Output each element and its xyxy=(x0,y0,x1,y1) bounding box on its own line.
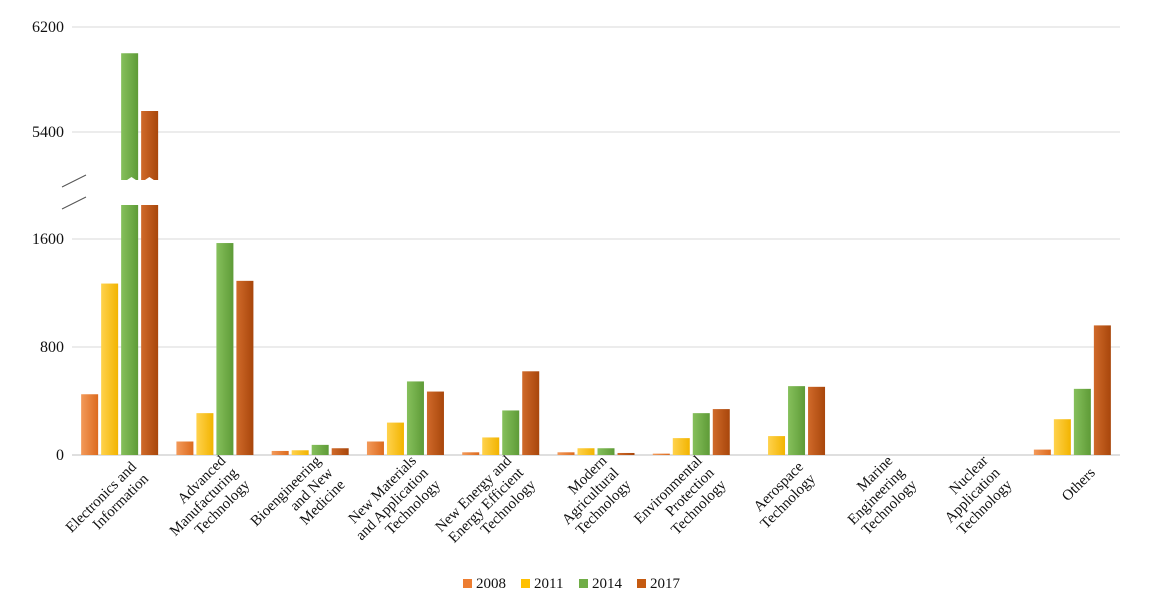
bar xyxy=(522,371,540,455)
bar xyxy=(482,437,500,455)
y-tick-label: 800 xyxy=(40,339,64,356)
bar xyxy=(406,381,424,455)
legend-label: 2011 xyxy=(534,576,563,592)
legend-label: 2014 xyxy=(592,576,623,592)
bar xyxy=(81,394,99,455)
legend-swatch xyxy=(521,579,530,588)
bar xyxy=(141,205,159,455)
bar xyxy=(1033,449,1051,455)
y-tick-label: 5400 xyxy=(32,124,64,141)
bar xyxy=(692,413,710,455)
bar xyxy=(291,450,309,455)
legend-label: 2017 xyxy=(650,576,681,592)
bar xyxy=(462,452,480,455)
legend-label: 2008 xyxy=(476,576,506,592)
axis-break-mark xyxy=(61,174,87,188)
bar xyxy=(557,452,575,455)
bar xyxy=(672,438,690,455)
x-tick-label-line: Others xyxy=(1059,465,1099,505)
bars xyxy=(81,53,1111,455)
y-tick-label: 6200 xyxy=(32,19,64,36)
bar xyxy=(502,410,520,455)
bar xyxy=(652,453,670,455)
bar xyxy=(768,436,786,455)
bar xyxy=(597,448,615,455)
bar xyxy=(1053,419,1071,455)
bar xyxy=(311,444,329,455)
bar xyxy=(1073,388,1091,455)
legend-swatch xyxy=(637,579,646,588)
bar-upper-segment xyxy=(141,111,159,180)
y-tick-label: 1600 xyxy=(32,231,64,248)
bar xyxy=(101,283,119,455)
bar xyxy=(196,413,214,455)
axis-break xyxy=(60,174,168,210)
bar xyxy=(1093,325,1111,455)
bar xyxy=(577,448,595,455)
bar xyxy=(366,441,384,455)
bar xyxy=(712,409,730,455)
y-axis-ticks: 0 800 1600 5400 6200 xyxy=(32,19,64,464)
bar xyxy=(788,386,806,455)
bar xyxy=(216,243,234,455)
y-tick-label: 0 xyxy=(56,447,64,464)
bar xyxy=(617,452,635,455)
bar xyxy=(808,386,826,455)
bar xyxy=(121,205,139,455)
bar xyxy=(271,450,289,455)
bar xyxy=(176,441,194,455)
bar-upper-segment xyxy=(121,53,139,180)
axis-break-cover xyxy=(60,182,168,203)
x-tick-label: Others xyxy=(1059,465,1099,505)
bar xyxy=(331,448,349,455)
legend: 2008 2011 2014 2017 xyxy=(463,576,681,592)
bar xyxy=(386,422,404,455)
bar xyxy=(426,391,444,455)
bar xyxy=(236,280,254,455)
legend-swatch xyxy=(579,579,588,588)
axis-break-mark xyxy=(61,196,87,210)
legend-swatch xyxy=(463,579,472,588)
